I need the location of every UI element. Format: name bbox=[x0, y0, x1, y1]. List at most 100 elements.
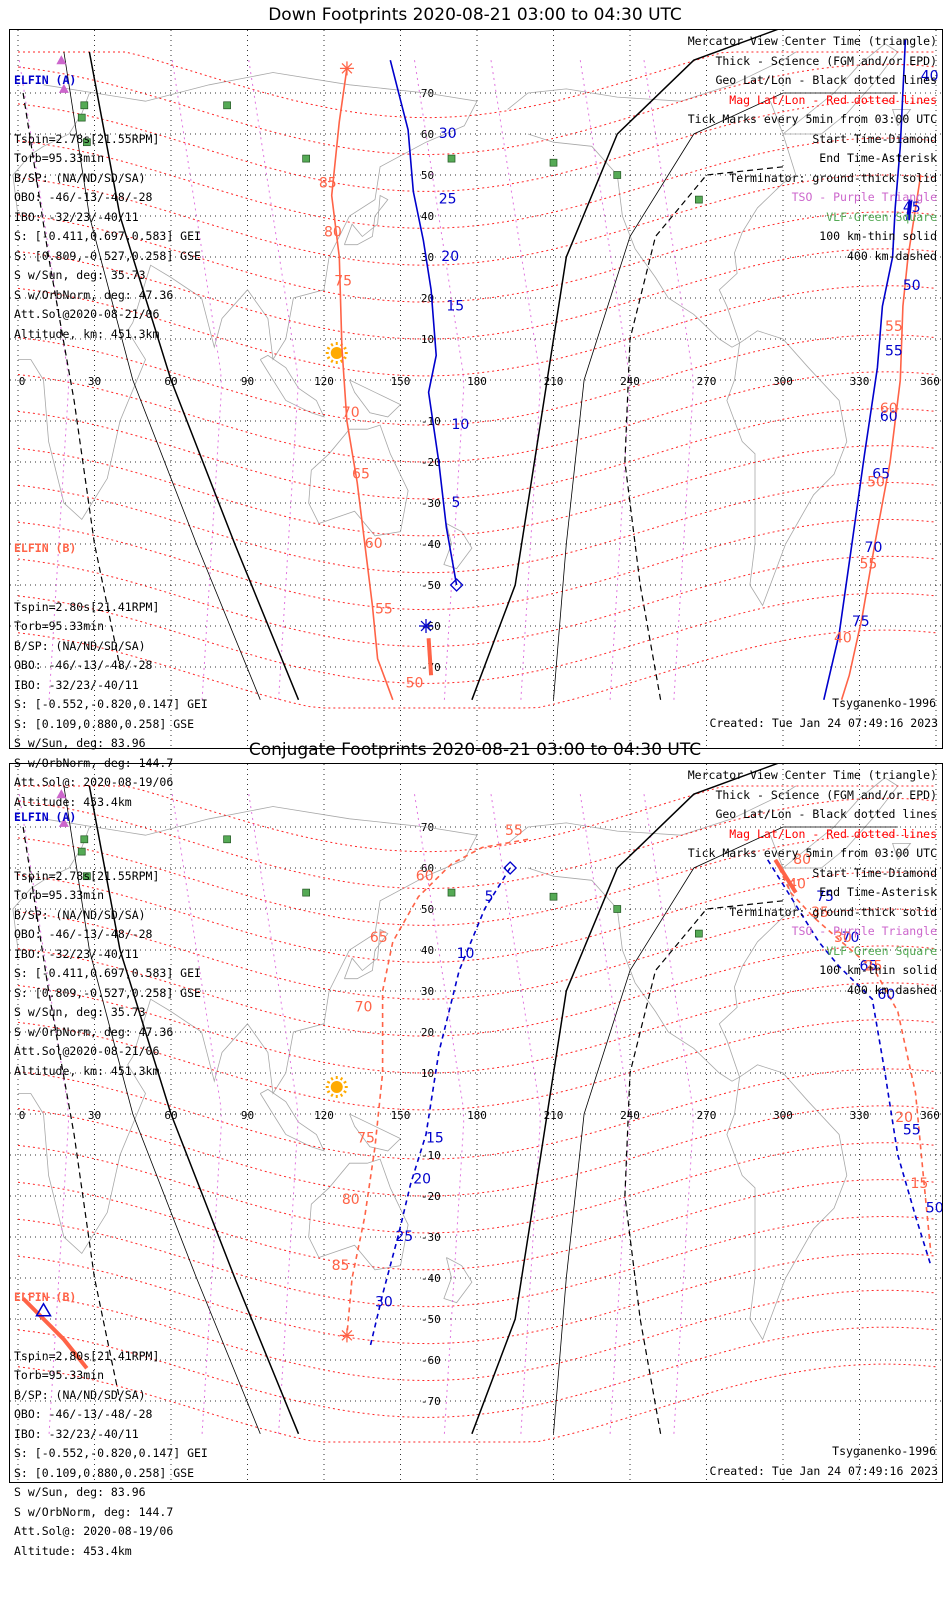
lat-tick-label: -20 bbox=[421, 1190, 441, 1203]
coastline bbox=[507, 785, 797, 844]
vlf-station-square bbox=[82, 872, 91, 881]
legend-line: Terminator: ground-thick solid bbox=[729, 170, 937, 185]
lon-tick-label: 330 bbox=[850, 375, 870, 388]
sun-ray bbox=[330, 359, 334, 364]
tso-triangle-icon bbox=[58, 817, 69, 827]
info-line: S: [0.809,-0.527,0.258] GSE bbox=[14, 248, 201, 263]
footprint-track bbox=[823, 39, 907, 700]
legend-line: Tick Marks every 5min from 03:00 UTC bbox=[687, 112, 937, 126]
sun-icon bbox=[330, 347, 343, 359]
info-line: Torb=95.33min bbox=[14, 1368, 105, 1382]
elfin-b-tick-label: 50 bbox=[867, 475, 885, 491]
elfin-b-tick-label: 55 bbox=[505, 823, 523, 839]
info-line: S w/Sun, deg: 35.73 bbox=[14, 268, 146, 282]
lat-tick-label: 40 bbox=[421, 210, 434, 223]
vlf-station-square bbox=[613, 171, 622, 179]
elfin-b-tick-label: 55 bbox=[375, 602, 393, 618]
legend-line: 400 km-dashed bbox=[846, 982, 937, 997]
info-line: B/SP: (NA/ND/SD/SA) bbox=[14, 1387, 146, 1402]
elfin-a-tick-label: 65 bbox=[872, 466, 890, 482]
info-line: Tspin=2.78s[21.55RPM] bbox=[14, 131, 160, 146]
vlf-station-square bbox=[613, 905, 622, 913]
lon-tick-label: 30 bbox=[88, 375, 101, 388]
info-line: S w/OrbNorm, deg: 144.7 bbox=[14, 755, 174, 770]
lat-tick-label: 60 bbox=[421, 128, 434, 141]
legend-line: Mercator View Center Time (triangle) bbox=[687, 768, 937, 782]
terminator-ground bbox=[471, 764, 779, 1435]
mag-lat-line bbox=[17, 871, 937, 963]
mag-lat-line bbox=[17, 248, 937, 340]
coastline bbox=[18, 806, 478, 1255]
terminator-100km bbox=[63, 785, 261, 1434]
sun-ray bbox=[330, 1093, 334, 1098]
lat-tick-label: 50 bbox=[421, 903, 434, 916]
lat-tick-label: 10 bbox=[421, 333, 434, 346]
elfin-b-tick-label: 60 bbox=[365, 536, 383, 552]
elfin-a-tick-label: 65 bbox=[860, 959, 878, 975]
elfin-b-tick-label: 60 bbox=[416, 868, 434, 884]
elfin-b-tick-label: 65 bbox=[370, 930, 388, 946]
elfin-b-tick-label: 75 bbox=[334, 274, 352, 290]
model-label: Tsyganenko-1996 bbox=[832, 696, 936, 710]
mag-lat-line bbox=[17, 982, 937, 1074]
sun-ray bbox=[343, 1080, 347, 1084]
mag-lat-line bbox=[17, 1019, 937, 1111]
info-line: Altitude, km: 451.3km bbox=[14, 326, 160, 341]
end-asterisk-icon bbox=[420, 620, 432, 632]
elfin-a-info: ELFIN (A) Tspin=2.78s[21.55RPM] Torb=95.3… bbox=[14, 32, 201, 383]
legend-line: TSO - Purple Triangle bbox=[791, 924, 937, 938]
info-line: B/SP: (NA/ND/SD/SA) bbox=[14, 907, 146, 922]
elfin-a-tick-label: 25 bbox=[439, 192, 457, 208]
terminator-400km bbox=[624, 900, 784, 1434]
tso-triangle-icon bbox=[56, 789, 67, 799]
elfin-a-tick-label: 70 bbox=[865, 540, 883, 556]
info-line: Att.Sol@2020-08-21/06 bbox=[14, 307, 160, 321]
lat-tick-label: 30 bbox=[421, 985, 434, 998]
vlf-station-square bbox=[447, 888, 456, 897]
sun-ray bbox=[339, 359, 344, 364]
vlf-station-square bbox=[77, 113, 86, 122]
elfin-a-info: ELFIN (A) Tspin=2.78s[21.55RPM] Torb=95.3… bbox=[14, 769, 201, 1120]
mag-lat-line bbox=[17, 1068, 937, 1160]
terminator-100km bbox=[63, 51, 261, 700]
mag-lat-line bbox=[17, 1326, 937, 1418]
info-line: S: [-0.552,-0.820,0.147] GEI bbox=[14, 697, 208, 711]
elfin-b-tick-label: 60 bbox=[880, 401, 898, 417]
legend-line: Thick - Science (FGM and/or EPD) bbox=[715, 787, 937, 802]
elfin-a-tick-label: 50 bbox=[926, 1200, 942, 1216]
legend-line: Start Time-Diamond bbox=[812, 865, 937, 880]
sun-ray bbox=[326, 1080, 331, 1084]
elfin-b-tick-label: 65 bbox=[352, 466, 370, 482]
elfin-b-tick-label: 20 bbox=[895, 1110, 913, 1126]
coastline bbox=[443, 523, 473, 570]
coastline bbox=[726, 330, 848, 607]
down-footprints-panel: 0 30 60 90 120 150 180 210 240 270 300 330 360 70 60 50… bbox=[9, 29, 943, 809]
elfin-b-tick-label: 40 bbox=[788, 877, 806, 893]
lon-tick-label: 30 bbox=[88, 1109, 101, 1122]
mag-lat-line bbox=[17, 834, 937, 926]
elfin-b-tick-label: 25 bbox=[865, 959, 883, 975]
sun-ray bbox=[326, 356, 331, 360]
mag-lat-line bbox=[18, 51, 936, 119]
sun-ray bbox=[343, 356, 347, 360]
legend-line: End Time-Asterisk bbox=[819, 151, 937, 165]
coastline bbox=[259, 1088, 325, 1152]
coastline bbox=[344, 928, 389, 980]
mag-lat-line bbox=[17, 408, 937, 500]
elfin-a-tick-label: 20 bbox=[413, 1172, 431, 1188]
vlf-station-square bbox=[694, 929, 703, 938]
elfin-a-tick-label: 60 bbox=[877, 987, 895, 1003]
legend-line: 100 km-thin solid bbox=[819, 229, 937, 243]
lon-tick-label: 300 bbox=[773, 375, 793, 388]
legend-line: Geo Lat/Lon - Black dotted lines bbox=[715, 807, 937, 821]
start-diamond-icon bbox=[503, 861, 518, 875]
conjugate-footprints-title: Conjugate Footprints 2020-08-21 03:00 to… bbox=[248, 740, 702, 760]
info-line: S: [-0.552,-0.820,0.147] GEI bbox=[14, 1446, 208, 1460]
lon-tick-label: 0 bbox=[19, 375, 26, 388]
lon-tick-label: 360 bbox=[920, 1109, 940, 1122]
legend-line: Terminator: ground-thick solid bbox=[729, 904, 937, 919]
info-line: B/SP: (NA/ND/SD/SA) bbox=[14, 638, 146, 653]
coastline bbox=[12, 826, 90, 951]
info-line: S: [-0.411,0.697,0.583] GEI bbox=[14, 966, 201, 980]
legend: Mercator View Center Time (triangle) Thic… bbox=[688, 766, 937, 1000]
